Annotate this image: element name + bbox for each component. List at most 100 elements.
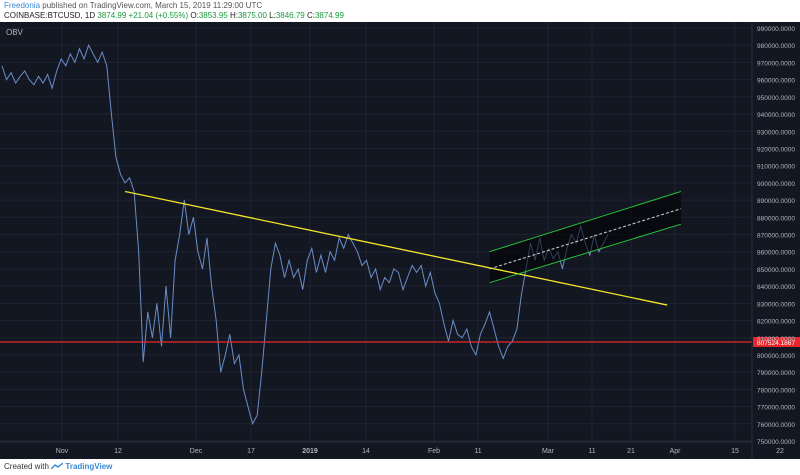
drawn-lines <box>124 190 682 306</box>
obv-point <box>480 334 481 335</box>
obv-point <box>366 260 367 261</box>
obv-point <box>512 340 513 342</box>
obv-point <box>120 174 121 175</box>
y-tick-label: 780000.0000 <box>757 387 795 394</box>
obv-point <box>179 234 180 235</box>
obv-point <box>206 237 208 239</box>
obv-point <box>507 346 509 347</box>
obv-point <box>275 242 276 244</box>
x-tick-label: 21 <box>627 448 635 455</box>
obv-point <box>19 75 21 77</box>
y-tick-label: 830000.0000 <box>757 301 795 308</box>
obv-point <box>215 320 217 321</box>
obv-point <box>293 277 294 278</box>
obv-point <box>42 82 44 84</box>
y-tick-label: 930000.0000 <box>757 129 795 136</box>
obv-point <box>302 289 304 290</box>
obv-point <box>147 311 149 313</box>
obv-point <box>256 414 258 416</box>
y-tick-label: 890000.0000 <box>757 198 795 205</box>
obv-point <box>270 268 272 270</box>
low-label: L: <box>269 11 276 20</box>
support-line-group: 807524.1867 <box>0 337 800 348</box>
obv-point <box>211 285 212 287</box>
obv-point <box>70 53 71 55</box>
obv-point <box>252 423 253 425</box>
y-tick-label: 770000.0000 <box>757 405 795 412</box>
chart-background <box>0 22 800 459</box>
obv-point <box>38 75 39 77</box>
obv-point <box>284 277 285 278</box>
x-tick-label: 14 <box>362 448 370 455</box>
obv-point <box>297 268 299 270</box>
obv-point <box>407 277 408 278</box>
channel-fill <box>489 191 681 283</box>
obv-point <box>461 337 463 339</box>
obv-point <box>261 371 263 373</box>
obv-point <box>165 285 167 287</box>
y-tick-label: 980000.0000 <box>757 43 795 50</box>
obv-point <box>29 79 30 80</box>
time-axis[interactable]: Nov 12 Dec 17 2019 14 Feb 11 Mar 11 21 Apr 15 22 <box>0 441 784 455</box>
obv-point <box>97 62 98 63</box>
obv-point <box>475 354 477 356</box>
obv-point <box>197 251 199 252</box>
tradingview-brand[interactable]: TradingView <box>65 462 113 471</box>
obv-point <box>15 82 16 84</box>
obv-point <box>288 260 290 261</box>
y-tick-label: 820000.0000 <box>757 319 795 326</box>
obv-line <box>1 43 609 426</box>
obv-chart[interactable]: OBV 807524.1867 990000.0000 980000.0000 97… <box>0 22 800 459</box>
x-tick-label: Feb <box>428 448 440 455</box>
obv-point <box>498 346 499 347</box>
y-tick-label: 840000.0000 <box>757 284 795 291</box>
obv-point <box>174 260 176 261</box>
obv-point <box>379 289 381 290</box>
y-tick-label: 900000.0000 <box>757 181 795 188</box>
obv-point <box>307 260 308 261</box>
obv-point <box>370 277 372 278</box>
created-with-text: Created with <box>4 462 49 471</box>
obv-point <box>502 358 504 359</box>
obv-point <box>161 346 162 347</box>
chart-area[interactable]: OBV 807524.1867 990000.0000 980000.0000 97… <box>0 22 800 459</box>
price-change: +21.04 (+0.55%) <box>128 11 189 20</box>
obv-point <box>243 389 244 390</box>
y-tick-label: 940000.0000 <box>757 112 795 119</box>
obv-point <box>51 87 53 89</box>
created-with: Created with TradingView <box>4 462 112 471</box>
obv-point <box>311 248 313 249</box>
obv-point <box>115 156 117 158</box>
price-axis[interactable]: 990000.0000 980000.0000 970000.0000 960000.… <box>751 22 795 459</box>
obv-point <box>325 272 326 273</box>
obv-point <box>420 265 422 266</box>
obv-point <box>439 303 440 304</box>
published-text: published on TradingView.com, March 15, … <box>42 1 263 10</box>
x-tick-label: Dec <box>190 448 203 455</box>
obv-point <box>83 58 85 60</box>
chart-header: Freedonia published on TradingView.com, … <box>0 0 800 22</box>
x-tick-label: 12 <box>114 448 122 455</box>
author-link[interactable]: Freedonia <box>4 1 41 10</box>
y-tick-label: 880000.0000 <box>757 215 795 222</box>
channel-middle-line <box>489 208 682 270</box>
y-tick-label: 850000.0000 <box>757 267 795 274</box>
obv-point <box>247 406 249 407</box>
x-tick-label: Mar <box>542 448 555 455</box>
open-value: 3853.95 <box>198 11 228 20</box>
obv-point <box>106 65 108 67</box>
high-label: H: <box>229 11 238 20</box>
obv-point <box>389 282 390 284</box>
high-value: 3875.00 <box>237 11 267 20</box>
x-tick-label: 11 <box>474 448 481 455</box>
close-label: C: <box>306 11 315 20</box>
obv-point <box>493 328 495 330</box>
y-tick-label: 970000.0000 <box>757 60 795 67</box>
obv-point <box>334 260 335 261</box>
obv-point <box>202 268 203 270</box>
y-tick-label: 800000.0000 <box>757 353 795 360</box>
y-tick-label: 790000.0000 <box>757 370 795 377</box>
obv-point <box>47 74 48 75</box>
obv-point <box>184 199 185 201</box>
obv-point <box>92 53 94 55</box>
